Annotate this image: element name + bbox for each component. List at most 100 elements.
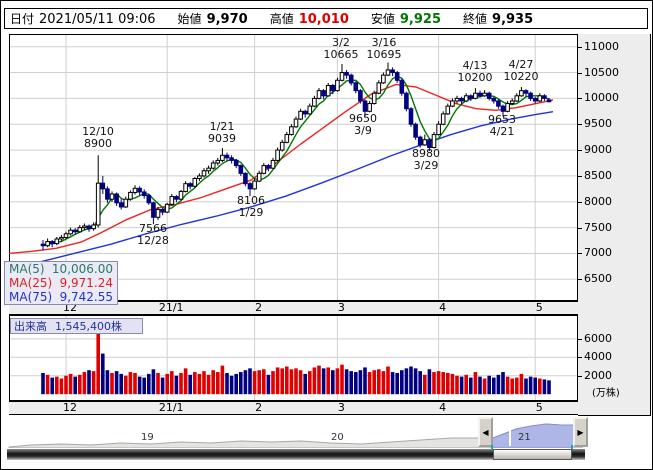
volume-bar [340,364,344,395]
chart-annotation: 4/13 10200 [457,59,493,84]
chart-annotation: 9650 3/9 [349,112,377,137]
volume-bar [542,379,547,395]
candle [68,229,73,235]
candle [243,172,248,185]
volume-bar [142,377,146,395]
volume-chart[interactable] [9,315,578,401]
month-label: 21/1 [158,301,184,314]
volume-bar [363,367,367,395]
volume-bar [165,373,169,395]
price-tick-label: 9500 [584,117,612,131]
volume-bar [547,380,551,395]
scrollbar-track[interactable] [7,449,585,460]
candle [155,209,161,218]
candle [197,175,202,180]
volume-bar [381,371,386,395]
volume-bar [45,374,50,395]
price-chart[interactable] [9,34,578,301]
scrollbar-thumb[interactable] [493,449,572,460]
field-value: 9,925 [399,12,442,27]
candle [358,90,363,102]
candle [431,134,437,148]
volume-bar [455,375,459,395]
ma-legend-row: MA(75) 9,742.55 [5,290,117,304]
month-label: 3 [337,301,345,314]
volume-bar [538,378,542,395]
price-tick-mark [578,46,582,48]
candle [174,196,179,200]
ma-name: MA(75) [9,290,53,304]
candle [261,165,267,174]
candle [210,162,216,169]
volume-bar [183,368,188,395]
volume-bar [432,372,436,395]
selected-range-area[interactable] [9,423,582,448]
candle [523,90,529,94]
ma-name: MA(5) [9,262,45,276]
chart-annotation: 7566 12/28 [137,222,169,247]
volume-bar [505,376,510,395]
month-label: 21/1 [158,401,184,414]
candle [279,141,285,151]
volume-bar [137,376,142,395]
candle [542,95,547,99]
volume-bar [110,372,114,395]
volume-bar [64,375,68,395]
volume-bar [441,372,445,395]
volume-tick-label: 6000 [584,331,612,345]
volume-tick-label: 4000 [584,350,612,364]
candle [450,100,455,107]
volume-bar [427,369,432,395]
candle [86,225,92,230]
volume-bar [262,369,266,395]
volume-bar [459,376,464,395]
candle [256,172,262,182]
history-navigator[interactable]: 19 20 21 [7,417,588,448]
volume-bar [101,353,105,395]
candle [95,182,101,226]
volume-bar [519,373,524,395]
candle [312,97,317,107]
volume-bar [335,368,340,395]
volume-bar [492,377,496,395]
candle [164,203,170,213]
candle [362,100,368,112]
price-tick-mark [578,279,582,281]
volume-bar [413,368,418,395]
price-tick-mark [578,201,582,203]
candle [59,236,64,240]
volume-bar [55,376,59,395]
candle [330,84,336,92]
candle [132,187,138,193]
field-value: 9,935 [492,12,534,27]
month-label: 4 [439,401,447,414]
candle [325,84,331,97]
candle [307,105,313,115]
volume-bar [50,377,54,395]
ma-value: 9,742.55 [59,290,113,304]
ma-name: MA(25) [9,276,53,290]
candle [505,103,510,112]
ma-value: 10,006.00 [51,262,113,276]
candle [454,97,460,102]
candle [339,72,345,81]
candle [151,202,156,218]
volume-bar [280,368,284,395]
candle [477,92,483,97]
volume-bar [59,378,64,395]
navigator-right-arrow-button[interactable]: ▶ [573,417,588,447]
volume-bar [243,370,248,395]
year-label: 19 [141,432,154,443]
volume-bar [377,369,381,395]
volume-tick-mark [578,357,582,359]
candle [519,90,524,97]
navigator-left-arrow-button[interactable]: ◀ [478,417,493,447]
volume-bar [308,371,312,395]
candle [289,126,294,136]
price-tick-mark [578,150,582,152]
header-field: 高値 10,010 [270,10,349,27]
candle [302,110,308,115]
candle [82,225,87,229]
candle [146,195,152,204]
chart-annotation: 4/27 10220 [503,58,539,83]
